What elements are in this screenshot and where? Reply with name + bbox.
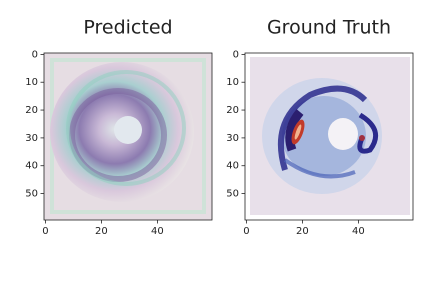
y-tick-label: 20 bbox=[25, 105, 38, 116]
x-tick-label: 40 bbox=[352, 226, 365, 237]
x-tick-label: 40 bbox=[151, 226, 164, 237]
y-tick-label: 10 bbox=[25, 77, 38, 88]
predicted-image bbox=[44, 53, 212, 220]
y-tick-label: 40 bbox=[226, 161, 239, 172]
x-tick-label: 0 bbox=[243, 226, 249, 237]
x-tick-label: 20 bbox=[296, 226, 309, 237]
y-tick-label: 40 bbox=[25, 161, 38, 172]
chart-title: Predicted bbox=[83, 17, 172, 39]
y-tick-label: 30 bbox=[25, 133, 38, 144]
y-tick-label: 50 bbox=[25, 189, 38, 200]
y-tick-label: 50 bbox=[226, 189, 239, 200]
y-tick-label: 10 bbox=[226, 77, 239, 88]
y-tick-label: 20 bbox=[226, 105, 239, 116]
y-tick-label: 0 bbox=[32, 49, 38, 60]
axes-frame bbox=[244, 52, 414, 221]
y-tick-label: 0 bbox=[233, 49, 239, 60]
panels: Predicted 0 20 40 0 10 20 30 40 50 Ground Truth 0 20… bbox=[25, 17, 414, 237]
ground-truth-image bbox=[245, 53, 413, 220]
axes-frame bbox=[43, 52, 213, 221]
x-tick-label: 20 bbox=[95, 226, 108, 237]
y-tick-label: 30 bbox=[226, 133, 239, 144]
x-tick-label: 0 bbox=[42, 226, 48, 237]
chart-title: Ground Truth bbox=[267, 17, 391, 39]
